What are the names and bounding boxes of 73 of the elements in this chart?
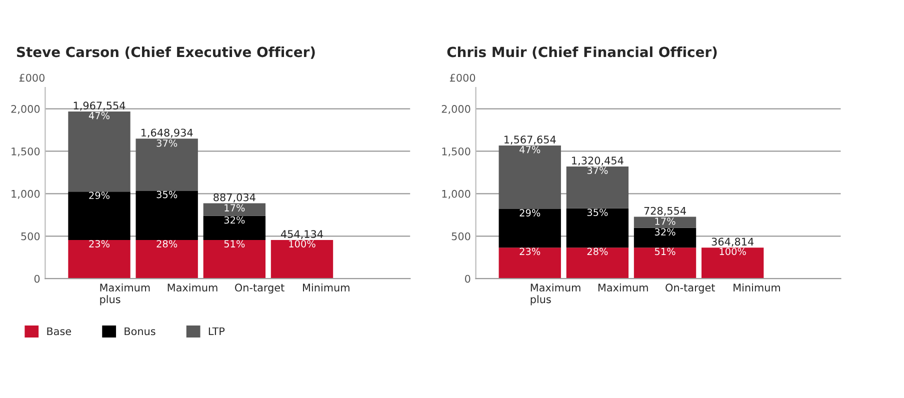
x-tick-label: On-target [235,284,284,294]
y-tick-label: 1,500 [12,147,40,156]
annotation: 47% [88,112,110,120]
annotation: 23% [89,240,110,248]
x-tick-label: Minimum [734,283,780,292]
annotation: 47% [520,146,540,154]
y-axis-title: £000 [450,74,476,82]
annotation: 1,320,454 [572,156,624,166]
annotation: 728,554 [644,206,686,216]
annotation: 29% [89,192,110,200]
chart-title: Chris Muir (Chief Financial Officer) [447,46,717,59]
annotation: 1,648,934 [141,128,193,138]
annotation: 51% [654,248,676,256]
annotation: 17% [655,218,676,225]
y-tick-label: 0 [34,274,40,283]
annotation: 37% [587,166,608,174]
legend-label: Base [47,327,72,336]
x-tick-label: Minimum [303,283,350,292]
annotation: 100% [720,248,746,256]
y-axis-title: £000 [19,74,45,82]
annotation: 32% [654,228,676,236]
bar [136,240,198,279]
annotation: 23% [520,248,540,256]
annotation: 1,967,554 [74,102,126,111]
bar [498,145,561,209]
annotation: 17% [224,204,245,212]
bar [498,248,561,279]
y-tick-label: 1,000 [12,190,40,199]
y-tick-label: 0 [465,274,470,283]
y-tick-label: 2,000 [442,105,470,114]
annotation: 35% [587,208,608,216]
annotation: 35% [156,190,178,198]
annotation: 454,134 [280,230,323,240]
bar [634,248,696,279]
bar [203,240,266,279]
annotation: 51% [224,240,245,248]
bar [203,216,266,240]
x-tick-label: Maximum plus [530,283,580,306]
bar [136,138,198,192]
annotation: 100% [289,240,316,248]
annotation: 37% [156,139,178,147]
bar [136,191,198,240]
annotation: 28% [587,248,608,256]
bar [634,228,696,248]
x-tick-label: Maximum [168,283,218,292]
x-tick-label: Maximum plus [100,283,150,306]
x-tick-label: On-target [666,284,715,294]
legend-label: Bonus [124,327,156,336]
y-tick-label: 2,000 [11,105,40,114]
y-tick-label: 500 [21,232,40,240]
bar [702,248,764,279]
bar [203,203,266,216]
annotation: 364,814 [712,238,754,247]
bar [634,216,696,228]
legend-label: LTP [208,327,225,336]
annotation: 28% [156,240,178,248]
annotation: 1,567,654 [504,136,556,145]
y-tick-label: 1,500 [442,147,470,156]
y-tick-label: 500 [452,232,470,240]
bar [270,240,334,279]
bar [68,192,130,240]
bar [68,240,130,279]
bar [498,208,561,248]
annotation: 887,034 [214,193,256,202]
bar [566,166,629,208]
y-tick-label: 1,000 [442,190,470,199]
annotation: 29% [520,209,540,216]
annotation: 32% [224,216,245,224]
x-tick-label: Maximum [598,283,648,292]
bar [566,208,629,248]
chart-title: Steve Carson (Chief Executive Officer) [17,46,315,59]
bar [566,248,629,279]
bar [68,112,130,192]
